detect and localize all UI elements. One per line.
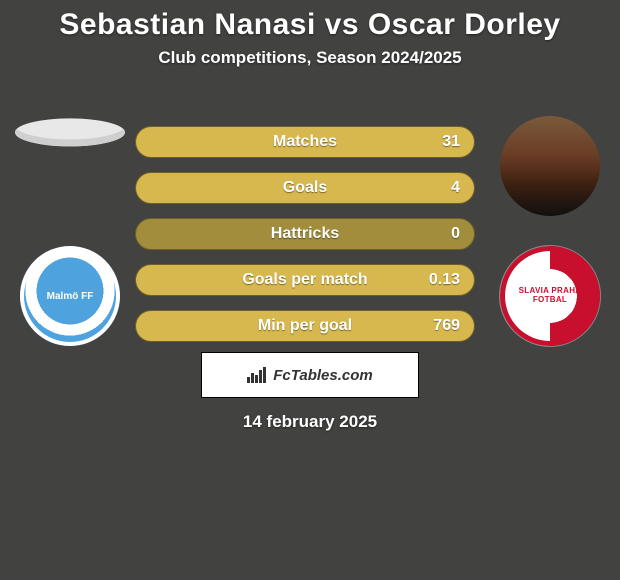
stat-bar: Goals per match 0.13 xyxy=(135,264,475,296)
stat-bar: Matches 31 xyxy=(135,126,475,158)
stat-label: Min per goal xyxy=(258,317,352,335)
stat-label: Goals per match xyxy=(242,271,367,289)
comparison-panel: Malmö FF Matches 31 Goals 4 Hattricks 0 Goals … xyxy=(0,98,620,346)
stat-value-right: 0.13 xyxy=(429,271,460,289)
date-label: 14 february 2025 xyxy=(243,412,377,432)
stat-bar: Hattricks 0 xyxy=(135,218,475,250)
stat-value-right: 4 xyxy=(451,179,460,197)
stat-label: Goals xyxy=(283,179,327,197)
left-player-column: Malmö FF xyxy=(5,98,135,346)
right-player-column: SLAVIA PRAHA FOTBAL xyxy=(485,98,615,346)
page-title: Sebastian Nanasi vs Oscar Dorley xyxy=(0,0,620,42)
right-club-label: SLAVIA PRAHA FOTBAL xyxy=(519,287,582,305)
stat-bars: Matches 31 Goals 4 Hattricks 0 Goals per match… xyxy=(135,98,475,342)
stat-bar: Min per goal 769 xyxy=(135,310,475,342)
subtitle: Club competitions, Season 2024/2025 xyxy=(0,48,620,68)
left-player-avatar xyxy=(15,118,125,146)
left-club-label: Malmö FF xyxy=(47,291,94,302)
bar-chart-icon xyxy=(247,367,267,383)
right-player-avatar xyxy=(500,116,600,216)
stat-value-right: 769 xyxy=(433,317,460,335)
stat-value-right: 0 xyxy=(451,225,460,243)
left-club-badge: Malmö FF xyxy=(20,246,120,346)
stat-label: Hattricks xyxy=(271,225,339,243)
stat-bar: Goals 4 xyxy=(135,172,475,204)
right-club-badge: SLAVIA PRAHA FOTBAL xyxy=(500,246,600,346)
stat-label: Matches xyxy=(273,133,337,151)
attribution-box: FcTables.com xyxy=(201,352,419,398)
attribution-text: FcTables.com xyxy=(273,367,372,384)
stat-value-right: 31 xyxy=(442,133,460,151)
